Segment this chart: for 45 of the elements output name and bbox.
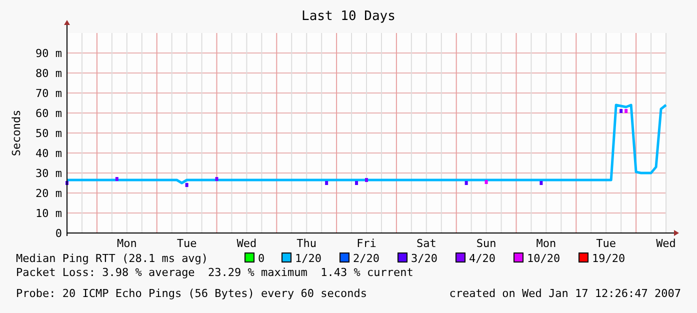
x-tick-label: Mon — [536, 237, 556, 250]
text: Median Ping RTT (28.1 ms avg) — [16, 252, 208, 265]
y-tick-label: 0 — [55, 226, 62, 240]
legend-label: 19/20 — [592, 252, 626, 265]
line-series — [66, 104, 668, 184]
y-tick-label: 10 m — [36, 206, 62, 220]
point — [185, 183, 188, 187]
point — [215, 177, 218, 181]
x-tick-label: Tue — [176, 237, 197, 250]
y-tick-label: 30 m — [36, 166, 62, 180]
text: Probe: 20 ICMP Echo Pings (56 Bytes) every 60 seconds — [16, 287, 367, 300]
y-tick-label: 70 m — [36, 86, 62, 100]
legend-label: 4/20 — [469, 252, 496, 265]
point — [540, 181, 543, 185]
legend-label: 10/20 — [527, 252, 560, 265]
point — [624, 109, 628, 113]
y-tick-label: 40 m — [36, 146, 62, 160]
y-tick-label: 90 m — [36, 46, 62, 60]
point — [620, 109, 623, 113]
text: Packet Loss: 3.98 % average 23.29 % maximum 1.43 % current — [16, 266, 414, 279]
y-tick-label: 60 m — [36, 106, 62, 120]
x-tick-label: Tue — [596, 237, 616, 250]
x-tick-label: Sat — [416, 237, 436, 250]
point — [115, 177, 118, 181]
legend-label: 0 — [258, 252, 265, 265]
y-axis-title: Seconds — [10, 110, 23, 156]
x-tick-label: Fri — [356, 237, 376, 250]
y-tick-label: 20 m — [36, 186, 62, 200]
y-tick-label: 50 m — [36, 126, 62, 140]
point — [484, 180, 488, 184]
text: created on Wed Jan 17 12:26:47 2007 — [449, 287, 681, 300]
x-tick-label: Wed — [656, 237, 676, 250]
x-tick-label: Thu — [296, 237, 317, 250]
point — [325, 181, 328, 185]
x-tick-label: Sun — [476, 237, 496, 250]
x-tick-label: Wed — [236, 237, 257, 250]
legend-label: 3/20 — [411, 252, 438, 265]
point — [464, 181, 468, 185]
legend-label: 1/20 — [295, 252, 322, 265]
x-tick-label: Mon — [116, 237, 137, 250]
point — [355, 181, 358, 185]
chart-title: Last 10 Days — [302, 9, 396, 24]
point — [365, 178, 368, 182]
y-tick-label: 80 m — [36, 66, 62, 80]
legend-label: 2/20 — [353, 252, 380, 265]
